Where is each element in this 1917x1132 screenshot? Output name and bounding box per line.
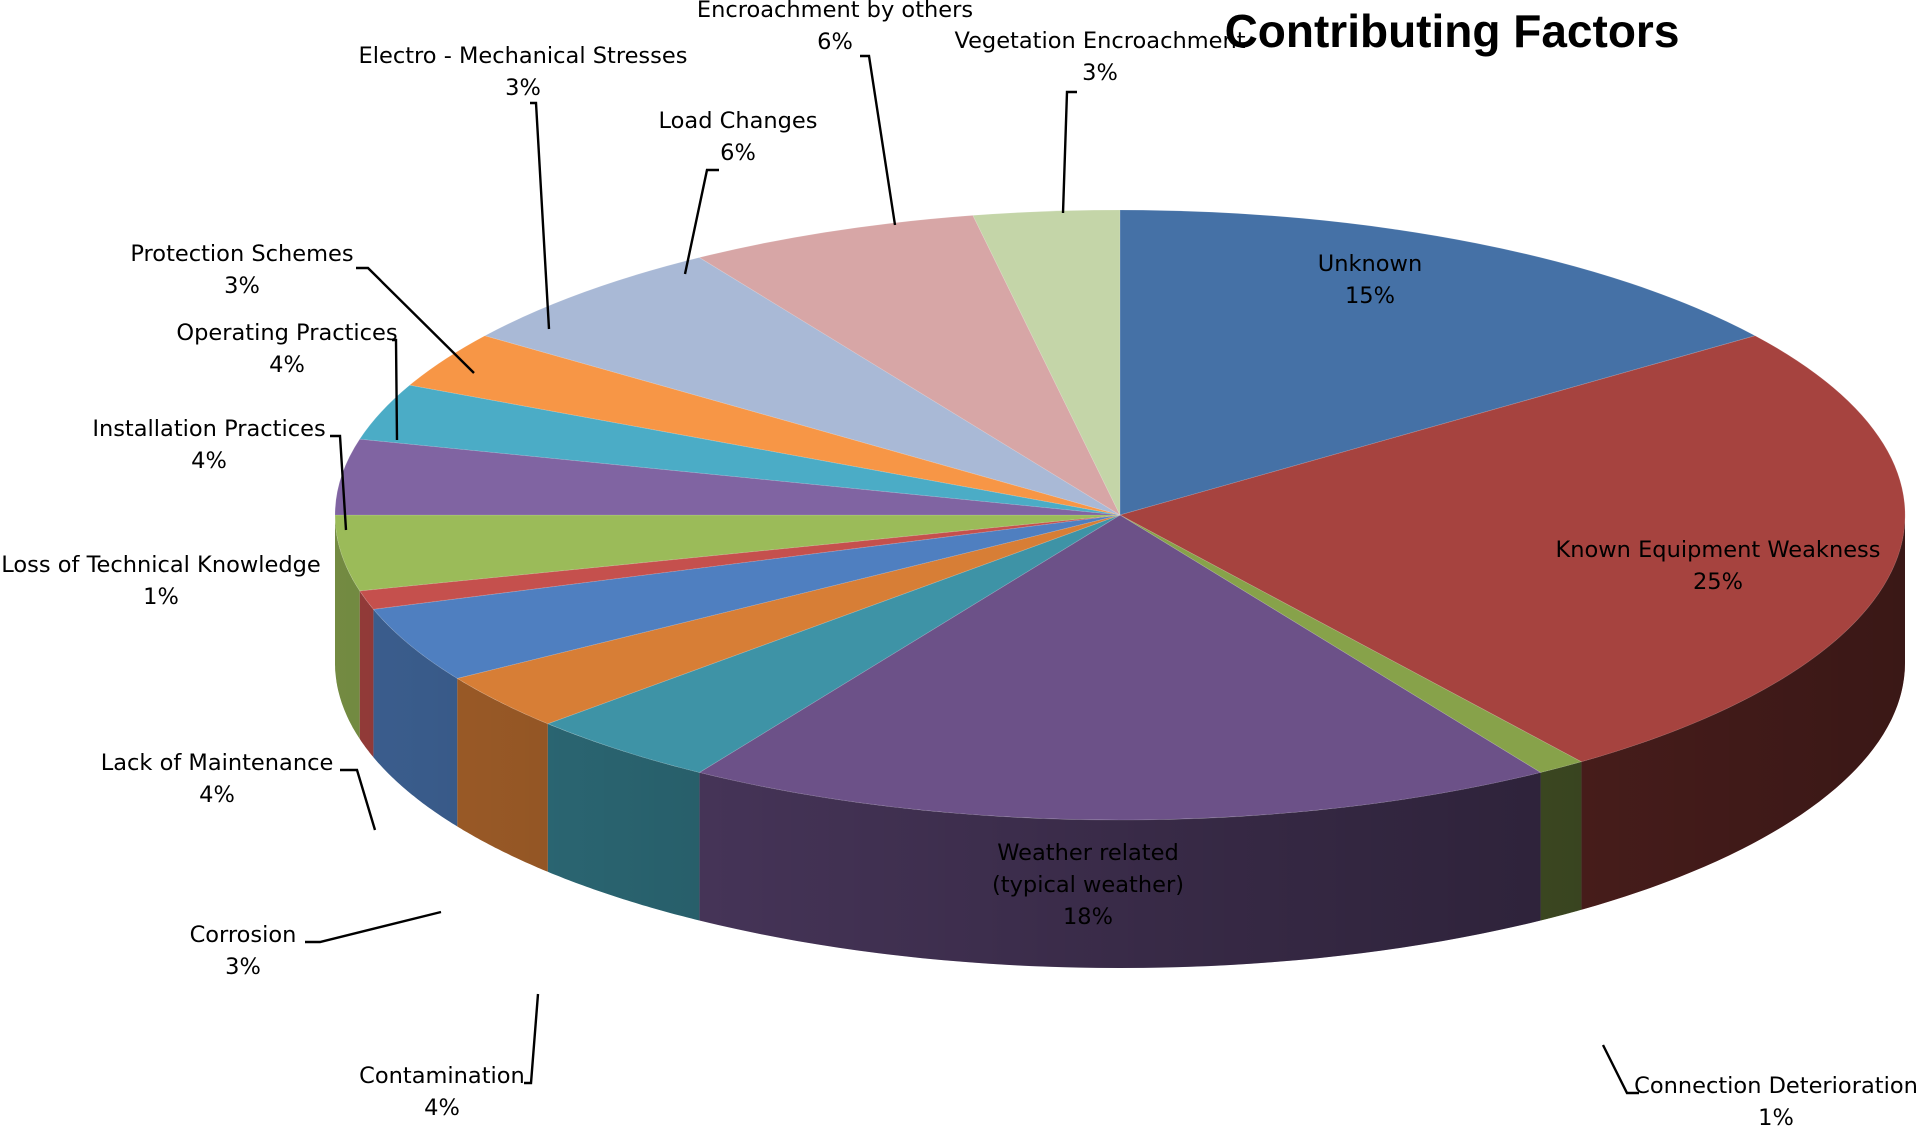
pie-slice-vegetation-encroachment	[972, 209, 1121, 516]
leader-line-corrosion	[305, 910, 442, 944]
slice-name: Load Changes	[659, 108, 818, 134]
leader-line-electro-mechanical-stresses	[530, 101, 551, 330]
leader-line-encroachment-by-others	[860, 54, 897, 226]
slice-percent: 1%	[1758, 1105, 1794, 1131]
pie-slice-installation-practices	[334, 514, 1121, 592]
slice-name: Corrosion	[190, 922, 297, 948]
slice-percent: 4%	[424, 1095, 460, 1121]
slice-name: Contamination	[359, 1063, 525, 1089]
slice-name: Vegetation Encroachment	[954, 28, 1245, 54]
slice-percent: 4%	[269, 352, 305, 378]
slice-name: Operating Practices	[176, 320, 397, 346]
slice-percent: 18%	[1063, 904, 1113, 930]
leader-line-operating-practices	[392, 338, 399, 441]
slice-name: Loss of Technical Knowledge	[1, 552, 321, 578]
leader-line-protection-schemes	[356, 266, 475, 374]
pie-slice-lack-of-maintenance	[372, 514, 1121, 679]
slice-percent: 3%	[225, 954, 261, 980]
slice-label-load-changes: Load Changes 6%	[659, 108, 818, 166]
chart-title: Contributing Factors	[1225, 5, 1680, 57]
slice-name: Electro - Mechanical Stresses	[359, 43, 688, 69]
slice-name: Protection Schemes	[130, 241, 353, 267]
slice-label-encroachment-by-others: Encroachment by others 6%	[697, 0, 973, 55]
slice-label-contamination: Contamination 4%	[359, 1063, 525, 1121]
leader-line-connection-deterioration	[1601, 1044, 1639, 1095]
leader-line-contamination	[524, 993, 540, 1085]
pie-slice-weather-related-typical-weather	[698, 514, 1542, 821]
leader-line-load-changes	[683, 168, 719, 275]
leader-line-lack-of-maintenance	[340, 768, 377, 831]
slice-label-unknown: Unknown 15%	[1318, 251, 1422, 309]
label-leader-lines	[305, 54, 1639, 1095]
slice-label-loss-of-technical-knowledge: Loss of Technical Knowledge 1%	[1, 552, 321, 610]
pie-side-walls	[335, 515, 1905, 968]
pie-slice-contamination	[546, 514, 1121, 773]
pie-slice-unknown	[1119, 209, 1757, 516]
slice-percent: 6%	[720, 140, 756, 166]
slice-name: Lack of Maintenance	[101, 750, 334, 776]
slice-label-connection-deterioration: Connection Deterioration 1%	[1634, 1073, 1917, 1131]
slice-name: Connection Deterioration	[1634, 1073, 1917, 1099]
slice-label-weather-related-typical-weather: Weather related (typical weather) 18%	[992, 840, 1184, 930]
slice-percent: 3%	[1082, 60, 1118, 86]
pie-slice-encroachment-by-others	[698, 214, 1121, 517]
pie-slice-operating-practices	[334, 438, 1121, 516]
slice-name: Unknown	[1318, 251, 1422, 277]
slice-percent: 1%	[143, 584, 179, 610]
slice-label-operating-practices: Operating Practices 4%	[176, 320, 397, 378]
slice-percent: 3%	[224, 273, 260, 299]
pie-slice-known-equipment-weakness	[1118, 335, 1906, 763]
slice-label-lack-of-maintenance: Lack of Maintenance 4%	[101, 750, 334, 808]
slice-name: (typical weather)	[992, 872, 1184, 898]
leader-line-installation-practices	[330, 434, 348, 531]
pie-slice-electro-mechanical-stresses	[408, 335, 1121, 516]
slice-percent: 15%	[1345, 283, 1395, 309]
slice-percent: 3%	[505, 75, 541, 101]
slice-label-protection-schemes: Protection Schemes 3%	[130, 241, 353, 299]
slice-percent: 4%	[199, 782, 235, 808]
pie-slice-connection-deterioration	[1119, 514, 1583, 773]
slice-name: Weather related	[997, 840, 1178, 866]
slice-name: Encroachment by others	[697, 0, 973, 23]
slice-label-known-equipment-weakness: Known Equipment Weakness 25%	[1555, 537, 1880, 595]
pie-side-shading	[335, 515, 1905, 968]
leader-line-vegetation-encroachment	[1061, 90, 1077, 214]
pie-slice-load-changes	[483, 257, 1121, 516]
slice-label-vegetation-encroachment: Vegetation Encroachment 3%	[954, 28, 1245, 86]
slice-label-corrosion: Corrosion 3%	[190, 922, 297, 980]
pie-top-faces	[334, 209, 1906, 821]
slice-label-installation-practices: Installation Practices 4%	[92, 416, 325, 474]
slice-name: Known Equipment Weakness	[1555, 537, 1880, 563]
slice-percent: 4%	[191, 448, 227, 474]
slice-label-electro-mechanical-stresses: Electro - Mechanical Stresses 3%	[359, 43, 688, 101]
slice-percent: 25%	[1693, 569, 1743, 595]
pie-slice-corrosion	[456, 514, 1121, 725]
pie-slice-loss-of-technical-knowledge	[359, 514, 1121, 610]
slice-name: Installation Practices	[92, 416, 325, 442]
slice-percent: 6%	[817, 29, 853, 55]
pie-slice-protection-schemes	[359, 384, 1121, 516]
